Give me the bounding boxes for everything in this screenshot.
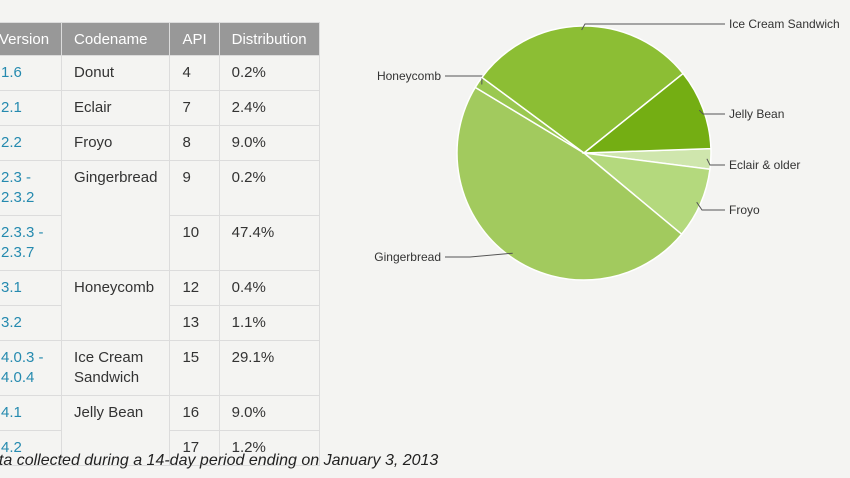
pie-slice-gingerbread [456,86,683,281]
table-row: 2.3 - 2.3.2 Gingerbread 9 0.2% [0,160,320,271]
pie-label: Honeycomb [377,69,441,83]
version-link[interactable]: 4.0.3 - 4.0.4 [0,340,63,396]
footnote: ata collected during a 14-day period end… [0,452,439,469]
pie-slice-ice-cream-sandwich [480,25,685,154]
api-cell: 13 [169,305,220,341]
api-cell: 17 [169,430,220,466]
table-row: 2.3.3 - 2.3.7 10 47.4% [0,215,320,271]
codename-cell: Gingerbread [61,160,171,271]
table-row: 1.6 Donut 4 0.2% [0,55,320,91]
pie-label: Ice Cream Sandwich [729,17,840,31]
header-version: Version [0,22,63,56]
table-row: 2.2 Froyo 8 9.0% [0,125,320,161]
distribution-cell: 1.2% [218,430,320,466]
distribution-cell: 2.4% [218,90,320,126]
pie-label: Jelly Bean [729,107,784,121]
pie-label: Eclair & older [729,158,800,172]
pie-leader-line [698,109,725,115]
pie-label: Gingerbread [374,250,441,264]
version-link[interactable]: 3.1 [0,270,63,306]
version-link[interactable]: 2.1 [0,90,63,126]
distribution-cell: 0.2% [218,160,320,216]
table-row: 2.1 Eclair 7 2.4% [0,90,320,126]
table-header-row: Version Codename API Distribution [0,22,320,56]
table-row: 3.1 Honeycomb 12 0.4% [0,270,320,341]
api-cell: 15 [169,340,220,396]
version-link[interactable]: 2.3 - 2.3.2 [0,160,63,216]
pie-leader-line [445,75,483,85]
pie-leader-line [706,158,725,166]
codename-cell: Honeycomb [61,270,171,341]
api-cell: 9 [169,160,220,216]
version-link[interactable]: 4.2 [0,430,63,466]
codename-cell: Eclair [61,90,171,126]
distribution-table: Version Codename API Distribution 1.6 Do… [0,22,320,466]
header-codename: Codename [61,22,171,56]
codename-cell: Jelly Bean [61,395,171,466]
table-row: 4.2 17 1.2% [0,430,320,466]
api-cell: 7 [169,90,220,126]
pie-label: Froyo [729,203,760,217]
pie-leader-line [581,23,725,31]
api-cell: 4 [169,55,220,91]
api-cell: 8 [169,125,220,161]
pie-slice-jelly-bean [581,72,712,154]
pie-leader-line [696,201,725,211]
distribution-cell: 47.4% [218,215,320,271]
table-row: 4.1 Jelly Bean 16 9.0% [0,395,320,466]
distribution-cell: 0.2% [218,55,320,91]
version-link[interactable]: 2.3.3 - 2.3.7 [0,215,63,271]
codename-cell: Froyo [61,125,171,161]
pie-leader-line [445,252,513,258]
distribution-cell: 9.0% [218,395,320,431]
